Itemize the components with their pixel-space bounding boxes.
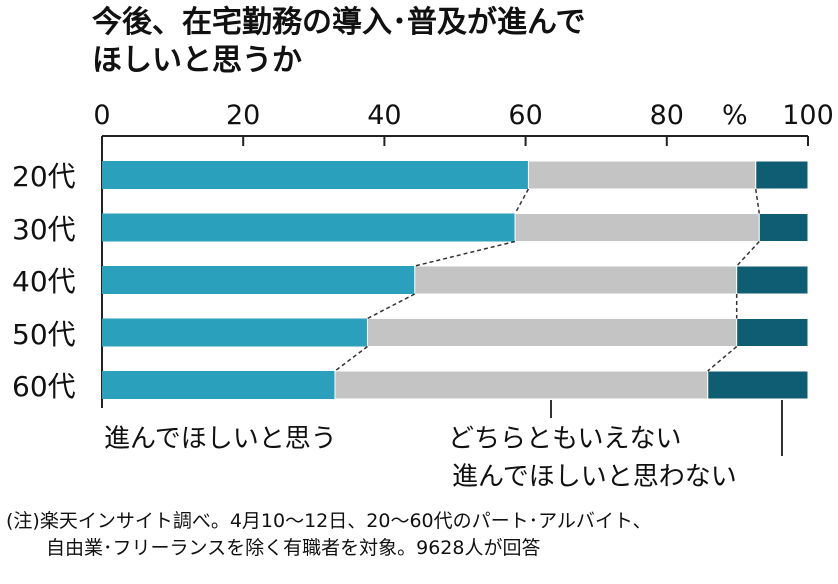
- bar-segment-1: [366, 318, 738, 347]
- legend-disagree: 進んでほしいと思わない: [452, 462, 737, 492]
- bar-segment-1: [334, 370, 709, 400]
- x-tick-label: 0: [93, 100, 111, 131]
- bar-segment-2: [736, 318, 809, 347]
- footnote-line-2: 自由業･フリーランスを除く有職者を対象。9628人が回答: [46, 537, 541, 559]
- connector-line: [755, 188, 761, 214]
- footnote-line-1: (注)楽天インサイト調べ。4月10～12日、20～60代のパート･アルバイト、: [6, 510, 652, 532]
- bar-segment-2: [755, 160, 809, 190]
- bar-segment-0: [102, 161, 529, 189]
- bar-segment-2: [758, 213, 809, 242]
- x-tick-label: 20: [226, 100, 261, 131]
- category-label: 40代: [12, 265, 76, 298]
- bar-segment-0: [102, 266, 415, 294]
- category-label: 20代: [12, 160, 76, 193]
- legend-neutral: どちらともいえない: [448, 424, 682, 454]
- chart-title: 今後、在宅勤務の導入･普及が進んで ほしいと思うか: [92, 4, 586, 80]
- unit-label: %: [722, 100, 748, 131]
- x-tick-label: 100: [782, 100, 834, 131]
- bar-segment-1: [414, 265, 738, 295]
- bar-segment-2: [707, 370, 809, 400]
- legend-agree: 進んでほしいと思う: [104, 424, 337, 454]
- category-label: 60代: [12, 370, 76, 403]
- footnote: (注)楽天インサイト調べ。4月10～12日、20～60代のパート･アルバイト、 …: [6, 508, 652, 562]
- x-tick-label: 80: [649, 100, 684, 131]
- x-tick-label: 40: [367, 100, 402, 131]
- bar-segment-1: [527, 160, 757, 190]
- connector-line: [334, 345, 368, 372]
- bar-segment-0: [102, 213, 516, 242]
- category-label: 30代: [12, 212, 76, 246]
- bar-segment-0: [102, 318, 368, 347]
- bar-segment-0: [102, 371, 335, 399]
- connector-line: [514, 188, 530, 214]
- title-line-1: 今後、在宅勤務の導入･普及が進んで: [92, 5, 586, 40]
- x-tick-label: 60: [508, 100, 543, 131]
- connector-line: [736, 240, 760, 267]
- connector-line: [707, 345, 738, 372]
- bar-segment-1: [514, 213, 760, 242]
- connector-line: [367, 293, 416, 320]
- title-line-2: ほしいと思うか: [92, 43, 302, 78]
- bar-segment-2: [736, 265, 809, 295]
- connector-line: [414, 240, 516, 267]
- category-label: 50代: [12, 317, 76, 351]
